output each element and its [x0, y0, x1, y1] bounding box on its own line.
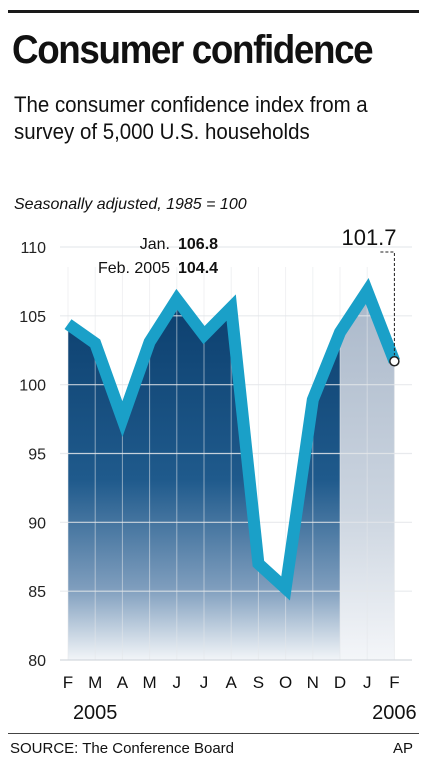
annotation-value: 104.4 [178, 260, 218, 277]
y-tick-label: 110 [20, 240, 46, 257]
year-label: 2005 [73, 702, 118, 724]
chart-note: Seasonally adjusted, 1985 = 100 [14, 196, 247, 213]
y-tick-label: 85 [28, 584, 46, 601]
y-tick-label: 80 [28, 653, 46, 670]
x-tick-label: M [88, 673, 102, 692]
annotation-value: 106.8 [178, 236, 218, 253]
annotation-label: Feb. 2005 [98, 260, 170, 277]
data-point [389, 356, 400, 367]
x-tick-label: F [389, 673, 399, 692]
x-tick-label: A [226, 673, 238, 692]
chart-title: Consumer confidence [12, 28, 374, 72]
y-tick-label: 105 [19, 309, 46, 326]
credit-label: AP [392, 740, 413, 757]
chart-subtitle: The consumer confidence index from a sur… [14, 92, 368, 144]
y-tick-label: 90 [28, 515, 46, 532]
year-label: 2006 [372, 702, 417, 724]
annotation-label: Jan. [140, 236, 170, 253]
x-tick-label: S [253, 673, 264, 692]
last-value-label: 101.7 [341, 225, 396, 250]
x-tick-label: M [143, 673, 157, 692]
y-tick-label: 100 [19, 378, 46, 395]
x-tick-label: J [173, 673, 182, 692]
series-line [64, 278, 400, 601]
leader-line [380, 251, 395, 356]
x-tick-label: J [363, 673, 372, 692]
x-tick-label: O [279, 673, 292, 692]
top-rule [8, 10, 419, 13]
x-tick-label: A [117, 673, 129, 692]
bottom-rule [8, 733, 419, 734]
x-tick-label: F [63, 673, 73, 692]
x-tick-label: D [334, 673, 346, 692]
source-note: SOURCE: The Conference Board [10, 740, 234, 757]
x-tick-label: J [200, 673, 209, 692]
x-tick-label: N [307, 673, 319, 692]
y-tick-label: 95 [28, 447, 46, 464]
